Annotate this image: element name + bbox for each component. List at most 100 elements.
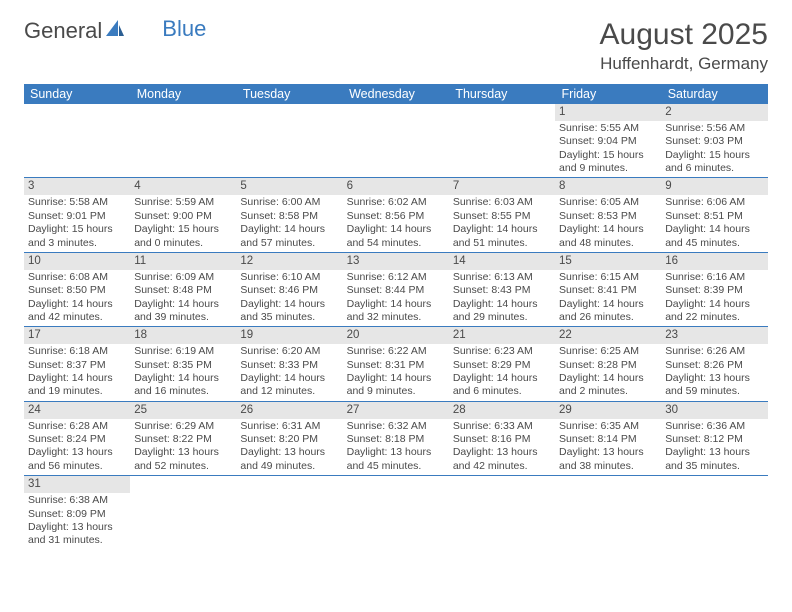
sunset-text: Sunset: 8:20 PM [240,433,338,446]
day-info-cell [236,493,342,550]
sunset-text: Sunset: 8:55 PM [453,210,551,223]
daylight-text-1: Daylight: 15 hours [28,223,126,236]
daylight-text-1: Daylight: 14 hours [134,298,232,311]
day-number-row: 12 [24,104,768,121]
sunrise-text: Sunrise: 5:58 AM [28,196,126,209]
day-info-cell: Sunrise: 6:36 AMSunset: 8:12 PMDaylight:… [661,419,767,476]
day-info-cell [130,121,236,178]
day-info-cell: Sunrise: 6:08 AMSunset: 8:50 PMDaylight:… [24,270,130,327]
day-number-cell: 1 [555,104,661,121]
sunrise-text: Sunrise: 5:55 AM [559,122,657,135]
daylight-text-1: Daylight: 13 hours [134,446,232,459]
sunset-text: Sunset: 8:09 PM [28,508,126,521]
day-info-row: Sunrise: 6:28 AMSunset: 8:24 PMDaylight:… [24,419,768,476]
day-number-cell: 3 [24,178,130,195]
page-header: General Blue August 2025 Huffenhardt, Ge… [24,18,768,74]
sunrise-text: Sunrise: 6:23 AM [453,345,551,358]
daylight-text-2: and 19 minutes. [28,385,126,398]
daylight-text-1: Daylight: 14 hours [453,298,551,311]
sunrise-text: Sunrise: 6:02 AM [347,196,445,209]
sunset-text: Sunset: 8:12 PM [665,433,763,446]
day-info-row: Sunrise: 6:18 AMSunset: 8:37 PMDaylight:… [24,344,768,401]
day-number-cell [130,104,236,121]
daylight-text-1: Daylight: 14 hours [134,372,232,385]
title-block: August 2025 Huffenhardt, Germany [600,18,768,74]
weekday-header: Saturday [661,84,767,104]
day-number-cell [343,104,449,121]
sunrise-text: Sunrise: 6:28 AM [28,420,126,433]
daylight-text-2: and 51 minutes. [453,237,551,250]
day-number-cell: 31 [24,476,130,493]
location: Huffenhardt, Germany [600,54,768,74]
sunset-text: Sunset: 8:16 PM [453,433,551,446]
day-info-cell: Sunrise: 5:56 AMSunset: 9:03 PMDaylight:… [661,121,767,178]
sunrise-text: Sunrise: 6:26 AM [665,345,763,358]
daylight-text-2: and 0 minutes. [134,237,232,250]
day-number-cell: 9 [661,178,767,195]
day-number-cell [555,476,661,493]
daylight-text-2: and 32 minutes. [347,311,445,324]
day-number-cell: 30 [661,401,767,418]
sunrise-text: Sunrise: 6:29 AM [134,420,232,433]
weekday-header: Monday [130,84,236,104]
daylight-text-1: Daylight: 13 hours [453,446,551,459]
sunset-text: Sunset: 8:35 PM [134,359,232,372]
day-info-cell: Sunrise: 5:55 AMSunset: 9:04 PMDaylight:… [555,121,661,178]
daylight-text-2: and 29 minutes. [453,311,551,324]
day-info-row: Sunrise: 6:08 AMSunset: 8:50 PMDaylight:… [24,270,768,327]
day-info-cell: Sunrise: 6:20 AMSunset: 8:33 PMDaylight:… [236,344,342,401]
day-info-cell: Sunrise: 6:03 AMSunset: 8:55 PMDaylight:… [449,195,555,252]
daylight-text-1: Daylight: 14 hours [240,372,338,385]
sunrise-text: Sunrise: 6:36 AM [665,420,763,433]
sunrise-text: Sunrise: 6:13 AM [453,271,551,284]
day-number-cell: 14 [449,252,555,269]
day-number-cell: 21 [449,327,555,344]
day-number-cell: 16 [661,252,767,269]
day-number-cell: 15 [555,252,661,269]
logo-text-1: General [24,18,102,44]
day-number-cell: 25 [130,401,236,418]
day-info-cell [343,121,449,178]
daylight-text-1: Daylight: 15 hours [665,149,763,162]
day-number-cell: 26 [236,401,342,418]
day-info-cell [24,121,130,178]
sunrise-text: Sunrise: 6:38 AM [28,494,126,507]
daylight-text-2: and 56 minutes. [28,460,126,473]
sunrise-text: Sunrise: 5:59 AM [134,196,232,209]
daylight-text-1: Daylight: 14 hours [347,372,445,385]
sunset-text: Sunset: 8:18 PM [347,433,445,446]
sunset-text: Sunset: 8:26 PM [665,359,763,372]
day-info-cell: Sunrise: 6:28 AMSunset: 8:24 PMDaylight:… [24,419,130,476]
daylight-text-2: and 9 minutes. [559,162,657,175]
daylight-text-2: and 22 minutes. [665,311,763,324]
sunset-text: Sunset: 8:24 PM [28,433,126,446]
daylight-text-2: and 52 minutes. [134,460,232,473]
sunrise-text: Sunrise: 6:25 AM [559,345,657,358]
daylight-text-2: and 26 minutes. [559,311,657,324]
sunset-text: Sunset: 8:56 PM [347,210,445,223]
sunset-text: Sunset: 9:01 PM [28,210,126,223]
daylight-text-2: and 6 minutes. [665,162,763,175]
daylight-text-2: and 42 minutes. [28,311,126,324]
daylight-text-1: Daylight: 14 hours [559,372,657,385]
daylight-text-1: Daylight: 14 hours [347,223,445,236]
day-number-cell: 11 [130,252,236,269]
day-info-row: Sunrise: 6:38 AMSunset: 8:09 PMDaylight:… [24,493,768,550]
day-number-cell: 28 [449,401,555,418]
day-info-cell: Sunrise: 6:15 AMSunset: 8:41 PMDaylight:… [555,270,661,327]
weekday-header: Friday [555,84,661,104]
day-info-row: Sunrise: 5:58 AMSunset: 9:01 PMDaylight:… [24,195,768,252]
day-info-cell [343,493,449,550]
day-info-cell: Sunrise: 6:02 AMSunset: 8:56 PMDaylight:… [343,195,449,252]
sunset-text: Sunset: 9:03 PM [665,135,763,148]
daylight-text-1: Daylight: 13 hours [28,446,126,459]
sunrise-text: Sunrise: 6:19 AM [134,345,232,358]
sunset-text: Sunset: 9:04 PM [559,135,657,148]
day-info-cell: Sunrise: 6:18 AMSunset: 8:37 PMDaylight:… [24,344,130,401]
day-info-cell [130,493,236,550]
day-number-cell: 29 [555,401,661,418]
sunset-text: Sunset: 8:33 PM [240,359,338,372]
day-number-cell: 17 [24,327,130,344]
day-number-cell [661,476,767,493]
sunset-text: Sunset: 8:31 PM [347,359,445,372]
